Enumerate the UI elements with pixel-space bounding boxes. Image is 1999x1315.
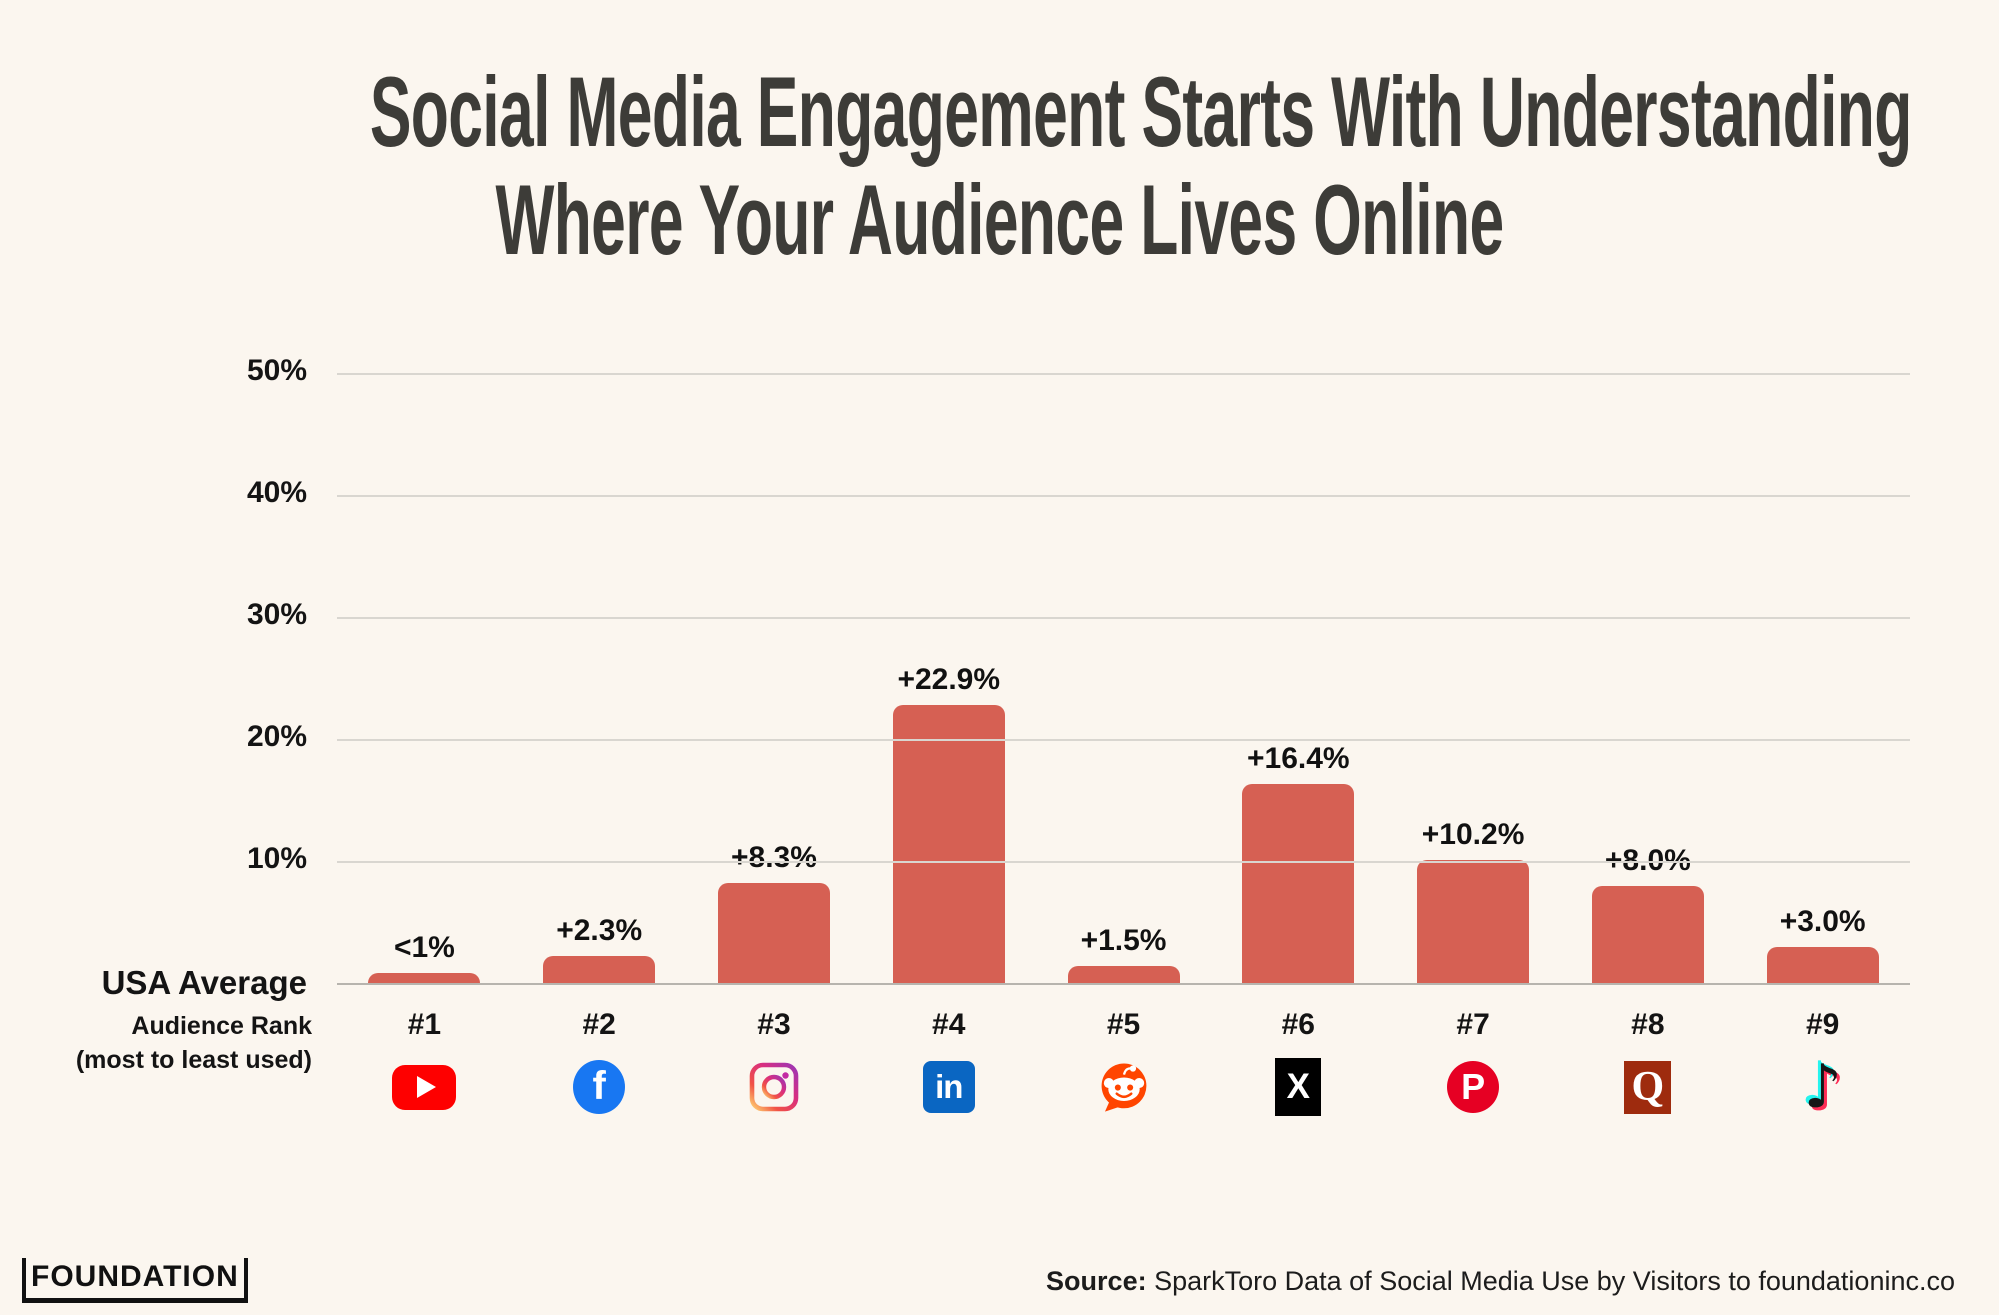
bar-pinterest bbox=[1417, 860, 1530, 984]
pinterest-icon: P bbox=[1447, 1061, 1500, 1113]
bar-value-label-x: +16.4% bbox=[1247, 742, 1350, 775]
bar-value-label-tiktok: +3.0% bbox=[1779, 905, 1866, 938]
bar-cell-tiktok: +3.0% bbox=[1735, 374, 1910, 984]
bars-container: <1% +2.3% +8.3% +22.9% +1.5% +16.4% +10.2% +8.0… bbox=[337, 374, 1910, 984]
rank-label-facebook: #2 bbox=[582, 1008, 616, 1041]
source-label: Source: bbox=[1046, 1266, 1147, 1296]
bar-youtube bbox=[368, 973, 481, 984]
bar-value-label-reddit: +1.5% bbox=[1080, 924, 1167, 957]
rank-label-quora: #8 bbox=[1631, 1008, 1665, 1041]
bar-quora bbox=[1591, 886, 1704, 984]
gridline-20 bbox=[337, 739, 1910, 741]
bar-instagram bbox=[717, 883, 830, 984]
bar-value-label-instagram: +8.3% bbox=[731, 841, 817, 874]
platform-icon-row: f in X P Q ♪ bbox=[337, 1056, 1910, 1118]
facebook-icon: f bbox=[573, 1060, 626, 1114]
bar-facebook bbox=[543, 956, 656, 984]
icon-cell-x: X bbox=[1211, 1056, 1386, 1118]
icon-cell-tiktok: ♪ bbox=[1735, 1056, 1910, 1118]
gridline-50 bbox=[337, 373, 1910, 375]
page-title: Social Media Engagement Starts With Unde… bbox=[0, 58, 1999, 274]
bar-linkedin bbox=[892, 705, 1005, 984]
source-attribution: Source: SparkToro Data of Social Media U… bbox=[1046, 1266, 1955, 1297]
bar-x bbox=[1242, 784, 1355, 984]
quora-icon: Q bbox=[1624, 1060, 1672, 1114]
play-glyph bbox=[416, 1076, 436, 1098]
y-tick-label-40: 40% bbox=[246, 476, 307, 509]
x-axis-label-line-2: (most to least used) bbox=[75, 1046, 312, 1074]
foundation-logo: FOUNDATION bbox=[22, 1258, 248, 1303]
y-tick-label-10: 10% bbox=[246, 842, 307, 875]
x-icon: X bbox=[1275, 1058, 1322, 1116]
linkedin-icon: in bbox=[922, 1061, 975, 1113]
y-tick-label-30: 30% bbox=[246, 598, 307, 631]
rank-label-tiktok: #9 bbox=[1805, 1008, 1840, 1041]
bar-cell-quora: +8.0% bbox=[1560, 374, 1735, 984]
rank-label-reddit: #5 bbox=[1106, 1008, 1141, 1041]
bar-cell-x: +16.4% bbox=[1211, 374, 1386, 984]
title-line-1: Social Media Engagement Starts With Unde… bbox=[369, 56, 1913, 167]
bar-cell-reddit: +1.5% bbox=[1036, 374, 1211, 984]
youtube-icon bbox=[392, 1064, 457, 1110]
icon-cell-quora: Q bbox=[1560, 1056, 1735, 1118]
bar-cell-pinterest: +10.2% bbox=[1386, 374, 1561, 984]
rank-label-youtube: #1 bbox=[407, 1008, 442, 1041]
bar-cell-instagram: +8.3% bbox=[687, 374, 862, 984]
icon-cell-youtube bbox=[337, 1056, 512, 1118]
icon-cell-facebook: f bbox=[512, 1056, 687, 1118]
title-line-2: Where Your Audience Lives Online bbox=[495, 164, 1504, 275]
rank-label-linkedin: #4 bbox=[932, 1008, 966, 1041]
y-tick-label-20: 20% bbox=[246, 720, 307, 753]
rank-label-instagram: #3 bbox=[757, 1008, 791, 1041]
bar-value-label-quora: +8.0% bbox=[1604, 844, 1691, 877]
gridline-10 bbox=[337, 861, 1910, 863]
bar-value-label-linkedin: +22.9% bbox=[897, 663, 1001, 696]
gridline-30 bbox=[337, 617, 1910, 619]
usa-average-label: USA Average bbox=[101, 964, 307, 1001]
rank-label-x: #6 bbox=[1281, 1008, 1315, 1041]
icon-cell-instagram bbox=[687, 1056, 862, 1118]
icon-cell-linkedin: in bbox=[861, 1056, 1036, 1118]
bar-value-label-pinterest: +10.2% bbox=[1421, 818, 1525, 851]
bar-tiktok bbox=[1766, 947, 1879, 984]
bar-cell-youtube: <1% bbox=[337, 374, 512, 984]
x-axis-label-line-1: Audience Rank bbox=[131, 1012, 312, 1040]
gridline-40 bbox=[337, 495, 1910, 497]
instagram-icon bbox=[749, 1062, 799, 1112]
rank-label-pinterest: #7 bbox=[1456, 1008, 1490, 1041]
icon-cell-pinterest: P bbox=[1386, 1056, 1561, 1118]
tiktok-icon: ♪ bbox=[1803, 1052, 1842, 1122]
bar-reddit bbox=[1067, 966, 1180, 984]
bar-cell-linkedin: +22.9% bbox=[861, 374, 1036, 984]
icon-cell-reddit bbox=[1036, 1056, 1211, 1118]
rank-row: #1 #2 #3 #4 #5 #6 #7 #8 #9 bbox=[337, 1008, 1910, 1042]
bar-value-label-youtube: <1% bbox=[393, 931, 455, 964]
bar-cell-facebook: +2.3% bbox=[512, 374, 687, 984]
baseline bbox=[337, 983, 1910, 985]
y-tick-label-50: 50% bbox=[246, 354, 307, 387]
bar-value-label-facebook: +2.3% bbox=[556, 914, 643, 947]
source-text: SparkToro Data of Social Media Use by Vi… bbox=[1146, 1266, 1955, 1296]
reddit-icon bbox=[1101, 1063, 1146, 1112]
bar-chart-plot-area: <1% +2.3% +8.3% +22.9% +1.5% +16.4% +10.2% +8.0… bbox=[102, 354, 1910, 1001]
